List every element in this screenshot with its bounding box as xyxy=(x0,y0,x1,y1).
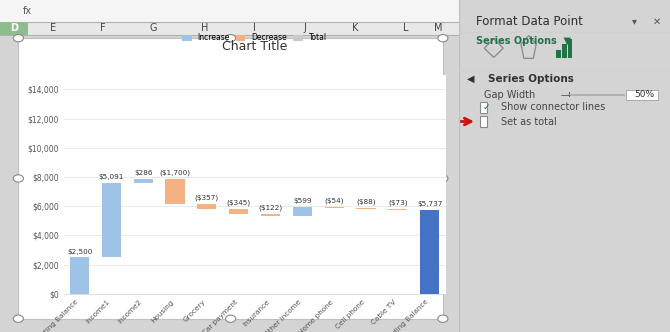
Text: ◀: ◀ xyxy=(468,74,475,84)
Text: Series Options: Series Options xyxy=(488,74,574,84)
Text: G: G xyxy=(150,23,157,33)
Bar xyxy=(388,209,407,210)
Text: Format Data Point: Format Data Point xyxy=(476,15,583,28)
Text: ($1,700): ($1,700) xyxy=(159,170,190,176)
Bar xyxy=(356,208,375,209)
Bar xyxy=(197,204,216,209)
Bar xyxy=(293,207,312,215)
Circle shape xyxy=(438,175,448,182)
Bar xyxy=(325,207,344,208)
Text: Set as total: Set as total xyxy=(501,117,557,126)
Bar xyxy=(568,39,572,58)
Text: I: I xyxy=(253,23,256,33)
Text: ($88): ($88) xyxy=(356,199,376,205)
Text: H: H xyxy=(200,23,208,33)
Circle shape xyxy=(13,175,23,182)
Text: ($54): ($54) xyxy=(324,198,344,204)
Text: E: E xyxy=(50,23,56,33)
Bar xyxy=(102,183,121,257)
Circle shape xyxy=(13,315,23,322)
Text: L: L xyxy=(403,23,409,33)
Bar xyxy=(480,102,487,113)
Text: ✓: ✓ xyxy=(483,102,490,112)
Text: D: D xyxy=(10,23,18,33)
Text: ($122): ($122) xyxy=(259,205,283,211)
Legend: Increase, Decrease, Total: Increase, Decrease, Total xyxy=(180,30,330,45)
Text: fx: fx xyxy=(23,6,32,16)
Text: ($357): ($357) xyxy=(195,195,219,201)
Bar xyxy=(165,179,185,204)
Bar xyxy=(562,44,567,58)
Bar xyxy=(18,38,443,319)
Bar xyxy=(133,179,153,183)
Text: $599: $599 xyxy=(293,198,312,204)
Circle shape xyxy=(438,35,448,42)
Bar xyxy=(229,209,248,214)
Text: F: F xyxy=(100,23,106,33)
Bar xyxy=(420,210,439,294)
Text: $286: $286 xyxy=(134,170,153,176)
Bar xyxy=(70,257,89,294)
Circle shape xyxy=(226,315,236,322)
Text: $2,500: $2,500 xyxy=(67,249,92,255)
Bar xyxy=(261,214,280,215)
Text: K: K xyxy=(352,23,359,33)
Circle shape xyxy=(226,35,236,42)
Bar xyxy=(569,92,570,97)
Circle shape xyxy=(13,35,23,42)
Title: Chart Title: Chart Title xyxy=(222,40,287,53)
Text: ($345): ($345) xyxy=(226,200,251,206)
Text: $5,091: $5,091 xyxy=(98,174,124,180)
Bar xyxy=(0,22,459,35)
Text: Show connector lines: Show connector lines xyxy=(501,102,606,112)
Text: ($73): ($73) xyxy=(388,200,407,206)
Text: ▾: ▾ xyxy=(632,17,637,27)
Bar xyxy=(480,116,487,127)
Circle shape xyxy=(438,315,448,322)
FancyArrowPatch shape xyxy=(454,118,471,125)
Bar xyxy=(0,0,459,22)
Bar xyxy=(556,50,561,58)
Text: M: M xyxy=(434,23,443,33)
Text: J: J xyxy=(304,23,307,33)
Text: $5,737: $5,737 xyxy=(417,202,442,208)
Text: ✕: ✕ xyxy=(653,17,661,27)
Bar xyxy=(626,90,659,100)
Bar xyxy=(0,22,27,35)
Text: Series Options  ▼: Series Options ▼ xyxy=(476,37,571,46)
Text: Gap Width: Gap Width xyxy=(484,90,535,100)
Text: 50%: 50% xyxy=(634,90,654,99)
Text: —: — xyxy=(560,90,570,100)
